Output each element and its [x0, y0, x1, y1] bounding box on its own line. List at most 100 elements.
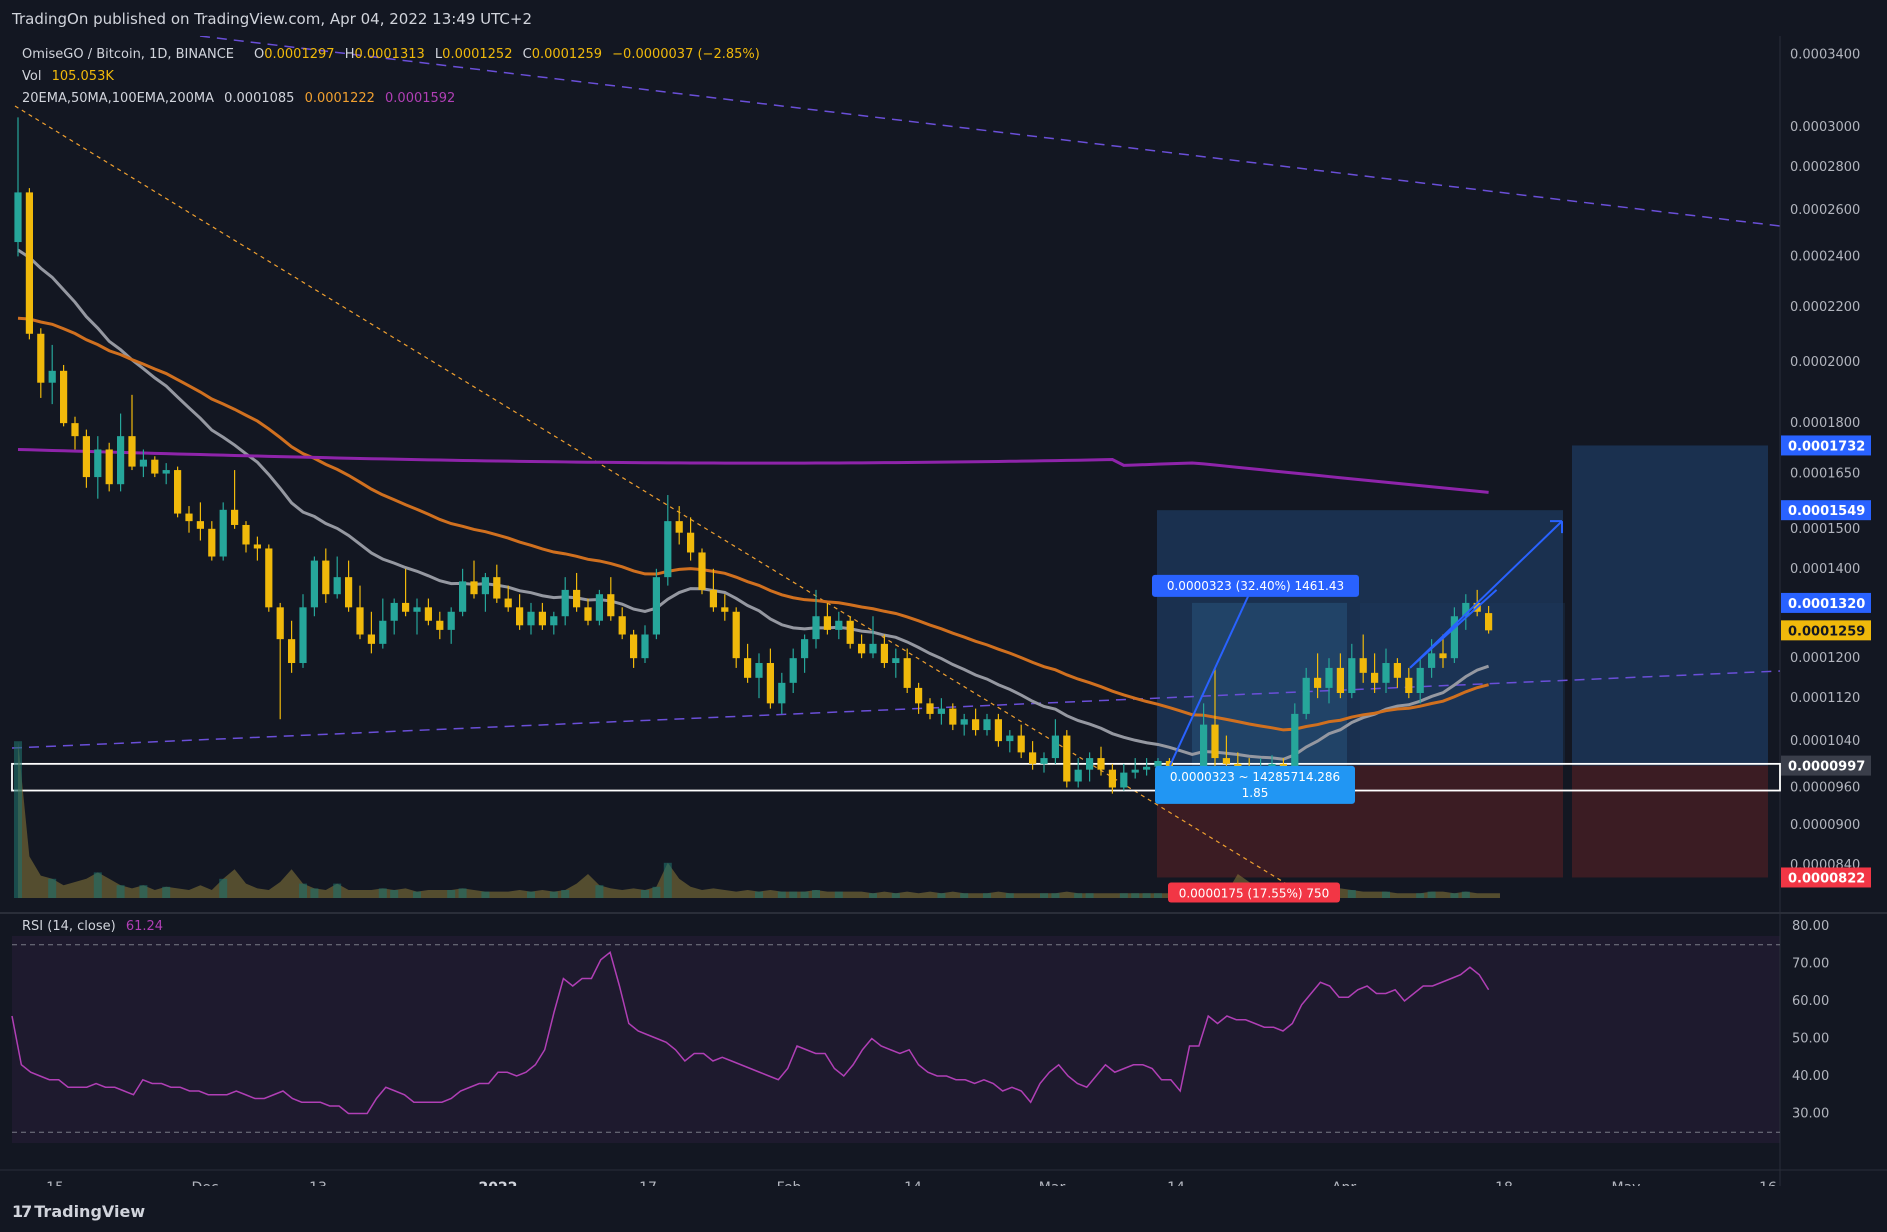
candle-body [538, 611, 546, 626]
candle-body [265, 548, 273, 608]
candle-body [1336, 667, 1344, 694]
candle-body [413, 607, 421, 612]
price-badge: 0.0000997 [1781, 755, 1871, 776]
candle-body [675, 521, 683, 533]
candle-body [1393, 663, 1401, 678]
price-badge-text: 0.0001320 [1788, 597, 1865, 612]
candle-body [858, 643, 866, 654]
price-badge: 0.0001259 [1781, 620, 1871, 641]
price-tick-label: 0.0002000 [1790, 355, 1860, 370]
candle-body [607, 594, 615, 617]
volume-bar [447, 890, 456, 898]
candle-body [379, 620, 387, 644]
candle-body [1405, 677, 1413, 694]
candle-body [949, 708, 957, 725]
legend-symbol: OmiseGO / Bitcoin, 1D, BINANCE [22, 47, 234, 62]
volume-bar [960, 893, 969, 898]
candle-body [926, 703, 934, 714]
publish-header: TradingOn published on TradingView.com, … [0, 0, 1887, 36]
candle-body [1200, 724, 1208, 791]
candle-body [732, 611, 740, 659]
candle-body [994, 719, 1002, 742]
candle-body [1211, 724, 1219, 759]
price-badge-bg [1781, 755, 1871, 776]
candle-body [345, 577, 353, 608]
candle-body [128, 436, 136, 467]
candle-body [208, 528, 216, 557]
candle-body [823, 616, 831, 630]
long-box-label-text: 0.0000323 (32.40%) 1461.43 [1167, 579, 1344, 593]
candle-body [812, 616, 820, 640]
candle-body [424, 607, 432, 621]
price-badge-text: 0.0000822 [1788, 871, 1865, 886]
price-badge-bg [1781, 592, 1871, 613]
legend-volume: Vol 105.053K [22, 69, 114, 84]
price-tick-label: 0.0002200 [1790, 300, 1860, 315]
price-tick-label: 0.0001500 [1790, 522, 1860, 537]
candle-body [869, 643, 877, 654]
price-tick-label: 0.0000960 [1790, 781, 1860, 796]
time-axis: 15 Dec 13 2022 17 Feb 14 Mar 14 Apr 18 May 16 [46, 1180, 1777, 1186]
price-tick-label: 0.0003000 [1790, 120, 1860, 135]
candle-body [1234, 763, 1242, 767]
moving-averages [17, 248, 1490, 761]
candle-body [493, 577, 501, 599]
time-tick-label: 17 [639, 1180, 657, 1186]
candle-body [561, 589, 569, 617]
ma200-line [17, 447, 1489, 494]
brand-text: TradingView [34, 1202, 146, 1221]
entry-label-bg [1155, 765, 1355, 804]
candle-body [504, 598, 512, 608]
volume-bar [869, 893, 877, 898]
long-box-label: 0.0000323 (32.40%) 1461.43 [1152, 574, 1359, 597]
candle-body [60, 370, 68, 424]
candle-body [550, 616, 558, 626]
volume-bar [219, 878, 228, 898]
volume-bar [800, 891, 809, 898]
price-badge: 0.0001320 [1781, 592, 1871, 613]
price-tick-label: 0.0002800 [1790, 160, 1860, 175]
candle-body [516, 607, 524, 626]
volume-bar [48, 878, 57, 898]
candle-body [1040, 758, 1048, 764]
rsi-line [11, 950, 1490, 1115]
volume-bar [527, 891, 535, 898]
entry-label: 0.0000323 ~ 14285714.286 1.85 [1155, 765, 1355, 804]
candle-body [778, 682, 786, 704]
rsi-tick-label: 70.00 [1792, 957, 1829, 972]
price-badge-bg [1781, 500, 1871, 521]
volume-bar [1427, 891, 1436, 898]
candle-body [196, 521, 204, 529]
chart-area[interactable]: 0.0000323 (32.40%) 1461.43 0.0000323 ~ 14… [0, 36, 1887, 1186]
volume-bar [481, 891, 490, 898]
volume-bar [1051, 893, 1060, 898]
candle-body [459, 581, 467, 612]
tradingview-logo[interactable]: 17 TradingView [12, 1202, 145, 1221]
ema20-line [17, 248, 1490, 761]
candle-body [983, 719, 991, 731]
candle-body [595, 594, 603, 621]
candle-body [356, 607, 364, 635]
candle-body [105, 449, 113, 485]
volume-bar [390, 890, 399, 898]
drawing-lines [11, 36, 1781, 887]
volume-bar [891, 893, 900, 898]
time-tick-label: Feb [777, 1180, 802, 1186]
candle-body [573, 589, 581, 608]
rsi-band-fill [12, 936, 1780, 1143]
descending-trendline [14, 105, 1291, 887]
price-axis: 0.0003400 0.0003000 0.0002800 0.0002600 0.00… [1781, 47, 1871, 1122]
price-tick-label: 0.0002400 [1790, 249, 1860, 264]
candle-body [37, 333, 45, 383]
volume-bar [1461, 891, 1470, 898]
candle-body [1371, 672, 1379, 683]
candle-body [687, 532, 695, 553]
volume-bar [812, 890, 820, 898]
candle-body [1222, 758, 1230, 764]
candle-body [1029, 752, 1037, 764]
candle-body [937, 708, 945, 714]
candle-body [436, 620, 444, 630]
volume-bar [1040, 893, 1048, 898]
price-badge-bg [1781, 435, 1871, 456]
volume-bar [834, 891, 843, 898]
